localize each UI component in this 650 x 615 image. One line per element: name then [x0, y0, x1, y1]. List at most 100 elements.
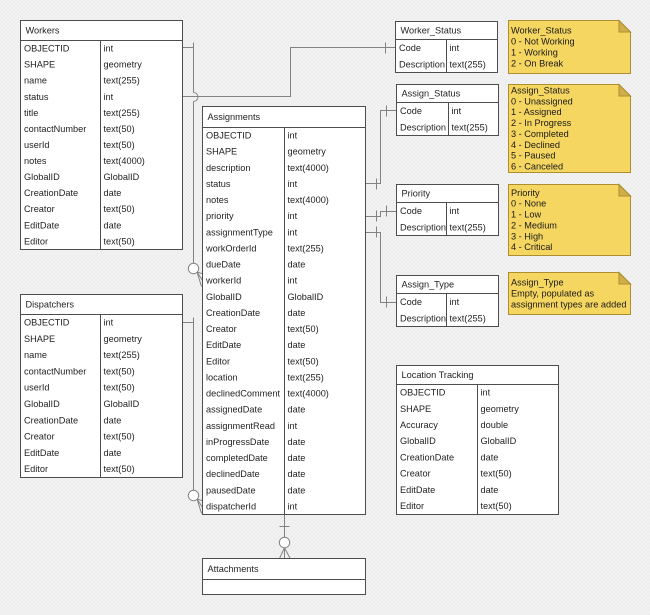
svg-text:int: int — [452, 106, 462, 116]
svg-text:assignment types are added: assignment types are added — [511, 299, 626, 309]
svg-text:userId: userId — [24, 140, 50, 150]
svg-text:location: location — [206, 372, 238, 382]
svg-text:Description: Description — [400, 222, 446, 232]
svg-text:Code: Code — [400, 206, 422, 216]
svg-text:inProgressDate: inProgressDate — [206, 437, 269, 447]
svg-text:date: date — [288, 469, 306, 479]
svg-text:text(50): text(50) — [104, 432, 135, 442]
svg-text:SHAPE: SHAPE — [24, 60, 55, 70]
svg-text:Priority: Priority — [511, 188, 540, 198]
svg-text:text(50): text(50) — [104, 464, 135, 474]
svg-text:int: int — [450, 297, 460, 307]
svg-text:assignedDate: assignedDate — [206, 405, 262, 415]
svg-text:4 - Declined: 4 - Declined — [511, 140, 560, 150]
svg-text:SHAPE: SHAPE — [400, 404, 431, 414]
svg-text:geometry: geometry — [104, 60, 143, 70]
svg-text:CreationDate: CreationDate — [206, 308, 260, 318]
svg-text:3 - Completed: 3 - Completed — [511, 129, 569, 139]
svg-text:Code: Code — [400, 297, 422, 307]
svg-text:dispatcherId: dispatcherId — [206, 501, 256, 511]
svg-text:Dispatchers: Dispatchers — [26, 300, 75, 310]
svg-text:text(4000): text(4000) — [104, 156, 145, 166]
svg-text:CreationDate: CreationDate — [24, 188, 78, 198]
svg-text:4 - Critical: 4 - Critical — [511, 242, 552, 252]
svg-text:Assignments: Assignments — [208, 112, 261, 122]
svg-text:text(50): text(50) — [104, 366, 135, 376]
svg-text:priority: priority — [206, 211, 234, 221]
svg-text:Code: Code — [400, 106, 422, 116]
svg-text:GlobalID: GlobalID — [206, 292, 242, 302]
svg-text:date: date — [104, 188, 122, 198]
svg-text:description: description — [206, 163, 250, 173]
svg-text:name: name — [24, 350, 47, 360]
svg-text:Priority: Priority — [402, 189, 431, 199]
svg-text:name: name — [24, 76, 47, 86]
svg-text:double: double — [481, 420, 509, 430]
svg-text:text(50): text(50) — [104, 204, 135, 214]
svg-text:int: int — [481, 388, 491, 398]
svg-text:Editor: Editor — [24, 464, 48, 474]
svg-text:Workers: Workers — [26, 26, 60, 36]
svg-text:declinedComment: declinedComment — [206, 389, 280, 399]
svg-text:date: date — [481, 452, 499, 462]
svg-text:Creator: Creator — [206, 324, 237, 334]
svg-text:text(50): text(50) — [104, 383, 135, 393]
svg-text:0 - None: 0 - None — [511, 199, 546, 209]
svg-text:text(255): text(255) — [450, 59, 486, 69]
svg-text:text(50): text(50) — [481, 501, 512, 511]
svg-text:assignmentRead: assignmentRead — [206, 421, 275, 431]
svg-text:notes: notes — [206, 195, 229, 205]
svg-text:Code: Code — [399, 43, 421, 53]
svg-text:int: int — [104, 318, 114, 328]
svg-text:GlobalID: GlobalID — [104, 172, 140, 182]
svg-text:Assign_Status: Assign_Status — [402, 89, 461, 99]
svg-text:EditDate: EditDate — [206, 340, 241, 350]
svg-text:Creator: Creator — [24, 204, 55, 214]
svg-text:6 - Canceled: 6 - Canceled — [511, 161, 563, 171]
svg-text:Empty, populated as: Empty, populated as — [511, 289, 594, 299]
svg-text:Location Tracking: Location Tracking — [402, 370, 474, 380]
svg-text:GlobalID: GlobalID — [24, 399, 60, 409]
svg-text:text(50): text(50) — [104, 140, 135, 150]
svg-text:pausedDate: pausedDate — [206, 485, 256, 495]
svg-text:workOrderId: workOrderId — [205, 243, 257, 253]
svg-text:text(4000): text(4000) — [288, 163, 329, 173]
svg-text:1 - Working: 1 - Working — [511, 47, 558, 57]
svg-text:1 - Low: 1 - Low — [511, 210, 541, 220]
svg-text:notes: notes — [24, 156, 47, 166]
svg-text:text(4000): text(4000) — [288, 195, 329, 205]
svg-text:geometry: geometry — [481, 404, 520, 414]
svg-text:workerId: workerId — [205, 276, 241, 286]
svg-text:completedDate: completedDate — [206, 453, 268, 463]
svg-text:CreationDate: CreationDate — [24, 415, 78, 425]
svg-text:EditDate: EditDate — [400, 485, 435, 495]
svg-text:geometry: geometry — [104, 334, 143, 344]
svg-text:CreationDate: CreationDate — [400, 452, 454, 462]
svg-text:2 - On Break: 2 - On Break — [511, 58, 563, 68]
svg-text:contactNumber: contactNumber — [24, 124, 86, 134]
svg-text:Description: Description — [400, 122, 446, 132]
svg-text:title: title — [24, 108, 38, 118]
svg-text:Worker_Status: Worker_Status — [511, 26, 572, 36]
svg-text:dueDate: dueDate — [206, 260, 241, 270]
svg-text:GlobalID: GlobalID — [400, 436, 436, 446]
svg-text:Description: Description — [400, 313, 446, 323]
svg-text:OBJECTID: OBJECTID — [24, 44, 70, 54]
svg-text:GlobalID: GlobalID — [288, 292, 324, 302]
svg-text:Editor: Editor — [400, 501, 424, 511]
svg-text:int: int — [450, 43, 460, 53]
svg-text:EditDate: EditDate — [24, 220, 59, 230]
svg-text:date: date — [288, 485, 306, 495]
svg-text:int: int — [288, 421, 298, 431]
svg-text:text(50): text(50) — [104, 236, 135, 246]
svg-text:Accuracy: Accuracy — [400, 420, 438, 430]
svg-text:date: date — [288, 308, 306, 318]
svg-text:int: int — [288, 131, 298, 141]
svg-text:date: date — [288, 405, 306, 415]
svg-text:int: int — [104, 44, 114, 54]
svg-text:GlobalID: GlobalID — [481, 436, 517, 446]
svg-text:text(255): text(255) — [288, 372, 324, 382]
svg-text:Description: Description — [399, 59, 445, 69]
svg-text:date: date — [481, 485, 499, 495]
svg-text:Assign_Status: Assign_Status — [511, 86, 570, 96]
